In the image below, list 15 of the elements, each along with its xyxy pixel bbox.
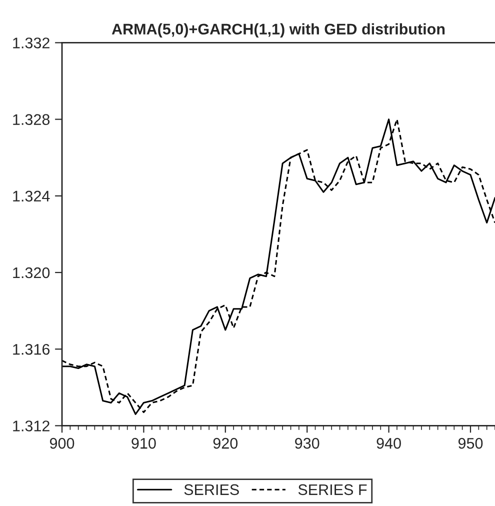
x-tick-label: 910 bbox=[132, 438, 156, 449]
legend-label: SERIES bbox=[184, 484, 239, 496]
y-tick-label: 1.324 bbox=[13, 190, 50, 202]
x-tick-label: 950 bbox=[458, 438, 483, 449]
chart-title: ARMA(5,0)+GARCH(1,1) with GED distribution bbox=[112, 23, 445, 38]
y-tick-label: 1.328 bbox=[13, 114, 50, 125]
y-tick-label: 1.316 bbox=[13, 344, 50, 355]
y-tick-label: 1.320 bbox=[13, 267, 50, 278]
x-tick-label: 930 bbox=[295, 438, 320, 449]
legend-label: SERIES F bbox=[298, 484, 367, 496]
x-tick-label: 900 bbox=[50, 438, 74, 449]
y-tick-label: 1.312 bbox=[13, 420, 50, 432]
x-tick-label: 940 bbox=[376, 438, 401, 449]
y-tick-label: 1.332 bbox=[13, 38, 50, 48]
x-tick-label: 920 bbox=[213, 438, 238, 449]
